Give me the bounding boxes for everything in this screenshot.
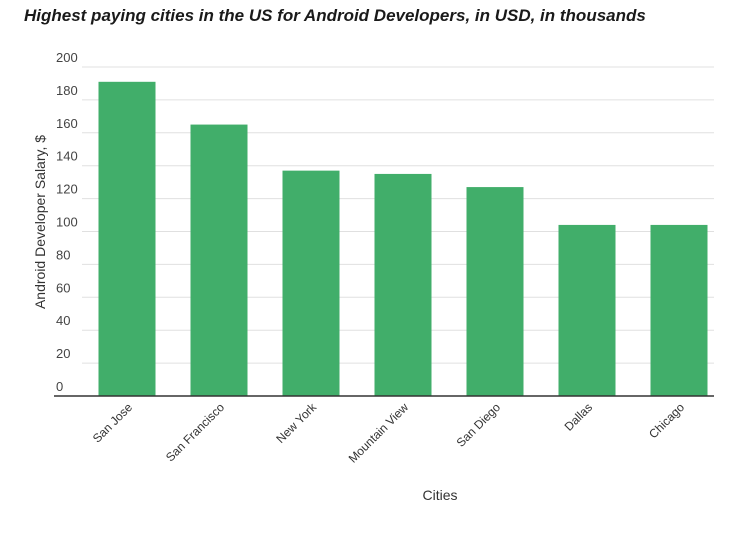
y-tick-label: 100 [56, 215, 78, 230]
bars [98, 81, 708, 397]
x-tick-label: Dallas [562, 400, 595, 433]
x-tick-label: Chicago [646, 400, 687, 441]
y-axis-title: Android Developer Salary, $ [32, 135, 48, 309]
y-tick-label: 180 [56, 83, 78, 98]
y-tick-label: 80 [56, 247, 70, 262]
y-tick-label: 0 [56, 379, 63, 394]
x-tick-label: San Jose [90, 400, 136, 446]
x-tick-label: San Francisco [163, 400, 227, 464]
y-tick-label: 140 [56, 149, 78, 164]
chart-title: Highest paying cities in the US for Andr… [24, 6, 646, 25]
y-tick-label: 160 [56, 116, 78, 131]
y-tick-label: 40 [56, 313, 70, 328]
y-tick-label: 60 [56, 280, 70, 295]
y-tick-label: 120 [56, 182, 78, 197]
y-tick-label: 200 [56, 50, 78, 65]
y-axis-ticks: 0 20 40 60 80 100 120 140 160 180 200 [56, 50, 78, 394]
x-tick-label: New York [273, 400, 319, 446]
x-axis-ticks: San Jose San Francisco New York Mountain Vi… [90, 400, 688, 466]
x-tick-label: Mountain View [346, 400, 412, 466]
y-tick-label: 20 [56, 346, 70, 361]
bar [374, 173, 432, 396]
x-tick-label: San Diego [454, 400, 504, 450]
bar [282, 170, 340, 396]
bar [98, 81, 156, 397]
bar [558, 224, 616, 396]
bar [650, 224, 708, 396]
bar [190, 124, 248, 396]
bar [466, 187, 524, 396]
x-axis-title: Cities [422, 487, 457, 503]
